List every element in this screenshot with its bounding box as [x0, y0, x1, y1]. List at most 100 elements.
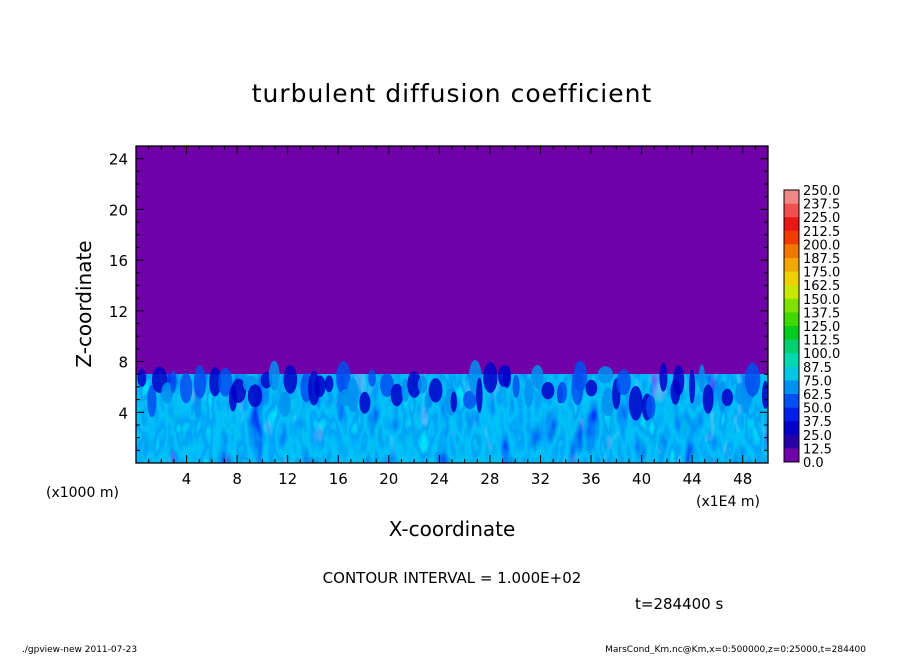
footer-left: ./gpview-new 2011-07-23 — [22, 645, 137, 654]
colorbar-label: 12.5 — [803, 442, 832, 457]
plume-top — [742, 392, 750, 415]
plume-top — [161, 382, 174, 404]
colorbar-label: 25.0 — [803, 429, 832, 444]
y-tick-label: 20 — [109, 201, 128, 219]
y-tick-label: 12 — [109, 303, 128, 321]
colorbar-label: 112.5 — [803, 334, 840, 349]
colorbar-label: 137.5 — [803, 306, 840, 321]
plume-top — [194, 394, 202, 419]
plume-top — [368, 369, 376, 387]
plume-top — [483, 362, 498, 393]
colorbar-label: 62.5 — [803, 388, 832, 403]
plume-top — [573, 360, 588, 392]
colorbar-swatch — [784, 434, 799, 449]
x-tick-label: 20 — [379, 470, 398, 488]
plume-top — [231, 378, 247, 403]
plume-top — [268, 360, 280, 391]
plume-top — [557, 381, 568, 404]
x-tick-label: 4 — [182, 470, 192, 488]
plume-top — [169, 370, 177, 394]
plume-top — [450, 391, 457, 413]
colorbar-label: 50.0 — [803, 402, 832, 417]
colorbar-swatch — [784, 407, 799, 422]
plume-top — [659, 362, 668, 392]
y-axis-label: Z-coordinate — [72, 240, 96, 367]
colorbar-label: 87.5 — [803, 361, 832, 376]
plume-top — [721, 388, 734, 407]
plume-top — [689, 369, 696, 404]
x-tick-label: 16 — [329, 470, 348, 488]
x-axis-unit: (x1E4 m) — [696, 494, 760, 510]
footer-right: MarsCond_Km.nc@Km,x=0:500000,z=0:25000,t… — [605, 645, 866, 654]
colorbar-labels: 250.0237.5225.0212.5200.0187.5175.0162.5… — [803, 184, 840, 471]
plume-top — [702, 384, 714, 414]
plume-top — [524, 378, 534, 408]
plume-top — [380, 373, 394, 398]
x-tick-label: 44 — [683, 470, 702, 488]
plume-top — [209, 366, 222, 397]
plume-top — [179, 372, 193, 404]
plume-top — [601, 387, 615, 417]
plume-top — [346, 377, 359, 413]
x-tick-label: 40 — [632, 470, 651, 488]
colorbar-swatch — [784, 366, 799, 381]
colorbar-label: 100.0 — [803, 347, 840, 362]
colorbar-swatch — [784, 298, 799, 313]
chart-title: turbulent diffusion coefficient — [252, 79, 653, 108]
colorbar-label: 0.0 — [803, 456, 824, 471]
colorbar-label: 212.5 — [803, 225, 840, 240]
x-axis-ticks: 4 8 12 16 20 24 28 32 36 40 44 48 — [148, 146, 756, 488]
plume-top — [673, 365, 685, 396]
colorbar-label: 150.0 — [803, 293, 840, 308]
colorbar-swatch — [784, 312, 799, 327]
plume-top — [646, 395, 656, 419]
plume-top — [512, 374, 520, 398]
y-tick-label: 4 — [118, 404, 128, 422]
y-tick-label: 24 — [109, 151, 128, 169]
colorbar-swatch — [784, 244, 799, 259]
plume-top — [541, 381, 555, 400]
plume-top — [585, 379, 598, 397]
plume-top — [698, 364, 706, 393]
colorbar-label: 162.5 — [803, 279, 840, 294]
plume-top — [502, 365, 512, 388]
colorbar-swatch — [784, 380, 799, 395]
plume-top — [359, 391, 371, 414]
time-label: t=284400 s — [635, 595, 723, 613]
colorbar-swatch — [784, 448, 799, 463]
contour-interval-label: CONTOUR INTERVAL = 1.000E+02 — [323, 569, 582, 587]
colorbar-label: 125.0 — [803, 320, 840, 335]
colorbar-swatch — [784, 258, 799, 272]
colorbar-swatch — [784, 353, 799, 368]
plume-top — [314, 375, 326, 397]
x-tick-label: 32 — [531, 470, 550, 488]
plume-top — [137, 368, 147, 387]
x-tick-label: 28 — [480, 470, 499, 488]
plume-top — [324, 375, 334, 393]
colorbar-swatch — [784, 230, 799, 245]
plot-area — [136, 146, 768, 463]
plume-top — [218, 367, 233, 397]
plume-top — [744, 362, 761, 397]
colorbar-frame — [783, 189, 800, 463]
colorbar-label: 187.5 — [803, 252, 840, 267]
colorbar-label: 200.0 — [803, 238, 840, 253]
colorbar-label: 250.0 — [803, 184, 840, 199]
convective-plumes — [137, 360, 768, 421]
plume-top — [463, 390, 477, 410]
colorbar-swatch — [784, 217, 799, 232]
x-tick-label: 36 — [581, 470, 600, 488]
colorbar — [783, 189, 800, 463]
plume-top — [616, 369, 631, 396]
plume-top — [278, 391, 291, 417]
colorbar-swatch — [784, 203, 799, 218]
colorbar-label: 225.0 — [803, 211, 840, 226]
colorbar-swatch — [784, 190, 799, 204]
plume-top — [247, 384, 263, 408]
x-tick-label: 48 — [733, 470, 752, 488]
plume-top — [597, 366, 614, 384]
x-tick-label: 8 — [232, 470, 242, 488]
colorbar-label: 37.5 — [803, 415, 832, 430]
plume-top — [531, 364, 544, 389]
